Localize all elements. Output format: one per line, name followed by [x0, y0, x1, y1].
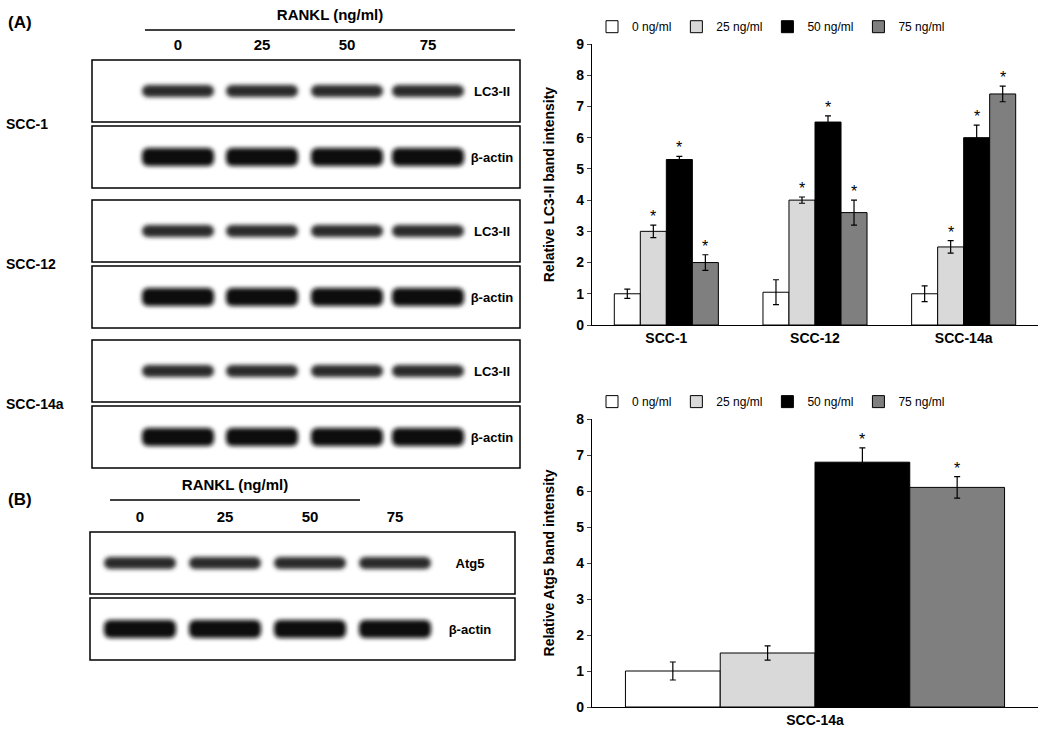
- svg-text:*: *: [851, 183, 857, 200]
- svg-text:0: 0: [576, 699, 584, 715]
- svg-text:Relative LC3-II band intensity: Relative LC3-II band intensity: [541, 87, 557, 282]
- svg-text:75 ng/ml: 75 ng/ml: [898, 20, 944, 34]
- svg-text:β-actin: β-actin: [471, 150, 514, 165]
- svg-text:*: *: [799, 180, 805, 197]
- svg-text:β-actin: β-actin: [471, 290, 514, 305]
- svg-text:25: 25: [254, 36, 271, 53]
- svg-text:5: 5: [576, 161, 584, 177]
- svg-text:LC3-II: LC3-II: [474, 84, 510, 99]
- svg-text:7: 7: [576, 447, 584, 463]
- svg-text:50: 50: [302, 508, 319, 525]
- svg-text:50 ng/ml: 50 ng/ml: [807, 20, 853, 34]
- svg-text:75: 75: [420, 36, 437, 53]
- svg-text:75: 75: [387, 508, 404, 525]
- svg-text:*: *: [859, 431, 865, 448]
- svg-text:75 ng/ml: 75 ng/ml: [898, 395, 944, 409]
- svg-text:RANKL (ng/ml): RANKL (ng/ml): [182, 476, 288, 493]
- svg-text:SCC-14a: SCC-14a: [786, 712, 844, 728]
- svg-text:β-actin: β-actin: [471, 430, 514, 445]
- svg-text:0: 0: [174, 36, 182, 53]
- svg-text:SCC-14a: SCC-14a: [6, 396, 64, 412]
- svg-text:25: 25: [217, 508, 234, 525]
- svg-text:25 ng/ml: 25 ng/ml: [716, 395, 762, 409]
- svg-text:LC3-II: LC3-II: [474, 224, 510, 239]
- svg-text:β-actin: β-actin: [449, 622, 492, 637]
- svg-text:3: 3: [576, 591, 584, 607]
- svg-text:SCC-1: SCC-1: [6, 116, 48, 132]
- svg-text:25 ng/ml: 25 ng/ml: [716, 20, 762, 34]
- svg-text:SCC-1: SCC-1: [645, 330, 687, 346]
- svg-text:*: *: [1000, 69, 1006, 86]
- svg-text:(B): (B): [8, 490, 32, 509]
- svg-text:9: 9: [576, 36, 584, 52]
- svg-text:LC3-II: LC3-II: [474, 364, 510, 379]
- svg-text:6: 6: [576, 130, 584, 146]
- svg-text:*: *: [702, 238, 708, 255]
- svg-text:*: *: [650, 208, 656, 225]
- svg-text:Relative Atg5 band intensity: Relative Atg5 band intensity: [541, 469, 557, 656]
- svg-text:RANKL (ng/ml): RANKL (ng/ml): [277, 6, 383, 23]
- svg-text:0 ng/ml: 0 ng/ml: [632, 20, 671, 34]
- svg-text:(A): (A): [8, 13, 32, 32]
- svg-text:8: 8: [576, 411, 584, 427]
- svg-text:0: 0: [576, 317, 584, 333]
- svg-text:2: 2: [576, 254, 584, 270]
- svg-text:Atg5: Atg5: [456, 556, 485, 571]
- svg-text:6: 6: [576, 483, 584, 499]
- svg-text:50: 50: [339, 36, 356, 53]
- svg-text:1: 1: [576, 663, 584, 679]
- svg-text:3: 3: [576, 223, 584, 239]
- svg-text:0 ng/ml: 0 ng/ml: [632, 395, 671, 409]
- svg-text:50 ng/ml: 50 ng/ml: [807, 395, 853, 409]
- svg-text:2: 2: [576, 627, 584, 643]
- svg-text:SCC-12: SCC-12: [6, 256, 56, 272]
- svg-text:SCC-14a: SCC-14a: [935, 330, 993, 346]
- svg-text:4: 4: [576, 555, 584, 571]
- svg-text:*: *: [676, 139, 682, 156]
- svg-text:4: 4: [576, 192, 584, 208]
- svg-text:5: 5: [576, 519, 584, 535]
- svg-text:8: 8: [576, 67, 584, 83]
- svg-text:0: 0: [136, 508, 144, 525]
- svg-text:*: *: [948, 224, 954, 241]
- svg-text:SCC-12: SCC-12: [790, 330, 840, 346]
- svg-text:1: 1: [576, 286, 584, 302]
- svg-text:*: *: [954, 460, 960, 477]
- svg-text:*: *: [825, 99, 831, 116]
- svg-text:7: 7: [576, 98, 584, 114]
- svg-text:*: *: [974, 108, 980, 125]
